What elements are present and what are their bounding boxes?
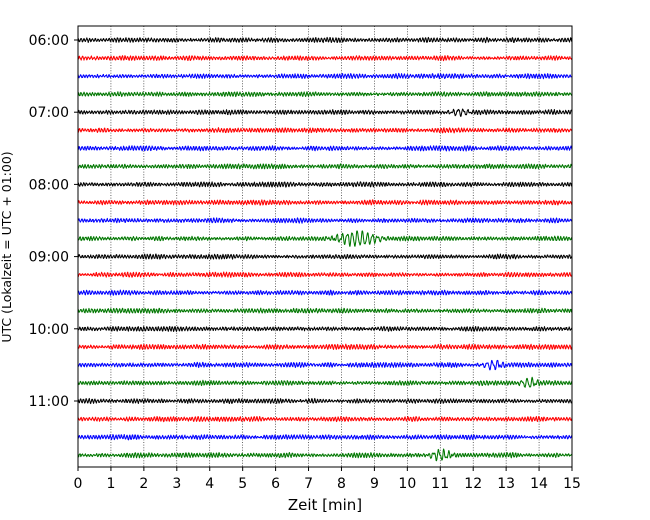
trace-15 (77, 307, 573, 314)
x-tick-label-4: 4 (205, 476, 214, 492)
seismic-traces (77, 36, 573, 462)
x-tick-label-1: 1 (106, 476, 115, 492)
trace-8 (77, 181, 573, 188)
grid-lines (110, 26, 540, 467)
x-tick-label-8: 8 (337, 476, 346, 492)
trace-21 (77, 415, 573, 423)
x-tick-label-9: 9 (370, 476, 379, 492)
trace-12 (77, 253, 573, 260)
y-tick-label-4: 10:00 (29, 322, 69, 338)
trace-20 (77, 397, 573, 405)
y-tick-label-1: 07:00 (29, 105, 69, 121)
trace-17 (77, 343, 573, 350)
x-tick-label-0: 0 (74, 476, 83, 492)
trace-11 (77, 230, 573, 247)
plot-area (78, 26, 572, 467)
trace-16 (77, 325, 573, 332)
x-tick-label-10: 10 (398, 476, 416, 492)
x-tick-label-7: 7 (304, 476, 313, 492)
trace-2 (77, 72, 573, 80)
x-axis-ticks: 0 1 2 3 4 5 6 7 8 9 10 11 12 13 14 15 (74, 467, 581, 492)
x-tick-label-14: 14 (530, 476, 548, 492)
trace-22 (77, 433, 573, 441)
x-tick-label-13: 13 (497, 476, 515, 492)
trace-0 (77, 36, 573, 44)
trace-13 (77, 271, 573, 278)
trace-10 (77, 217, 573, 224)
y-axis-ticks: 06:00 07:00 08:00 09:00 10:00 11:00 (29, 33, 78, 410)
y-tick-label-0: 06:00 (29, 33, 69, 49)
trace-6 (77, 145, 573, 152)
trace-7 (77, 163, 573, 170)
x-tick-label-11: 11 (431, 476, 449, 492)
x-tick-label-15: 15 (563, 476, 581, 492)
trace-1 (77, 55, 573, 62)
y-tick-label-2: 08:00 (29, 177, 69, 193)
trace-3 (77, 91, 573, 98)
trace-4 (77, 108, 573, 118)
x-tick-label-2: 2 (139, 476, 148, 492)
x-tick-label-6: 6 (271, 476, 280, 492)
trace-19 (77, 376, 573, 388)
trace-9 (77, 199, 573, 206)
x-tick-label-3: 3 (172, 476, 181, 492)
x-axis-label: Zeit [min] (288, 496, 362, 514)
y-tick-label-5: 11:00 (29, 394, 69, 410)
trace-14 (77, 289, 573, 296)
y-tick-label-3: 09:00 (29, 250, 69, 266)
trace-5 (77, 127, 573, 134)
trace-23 (77, 448, 573, 462)
plot-frame (77, 25, 573, 468)
trace-18 (77, 359, 573, 371)
x-tick-label-12: 12 (464, 476, 482, 492)
y-axis-label: UTC (Lokalzeit = UTC + 01:00) (0, 151, 14, 342)
x-tick-label-5: 5 (238, 476, 247, 492)
